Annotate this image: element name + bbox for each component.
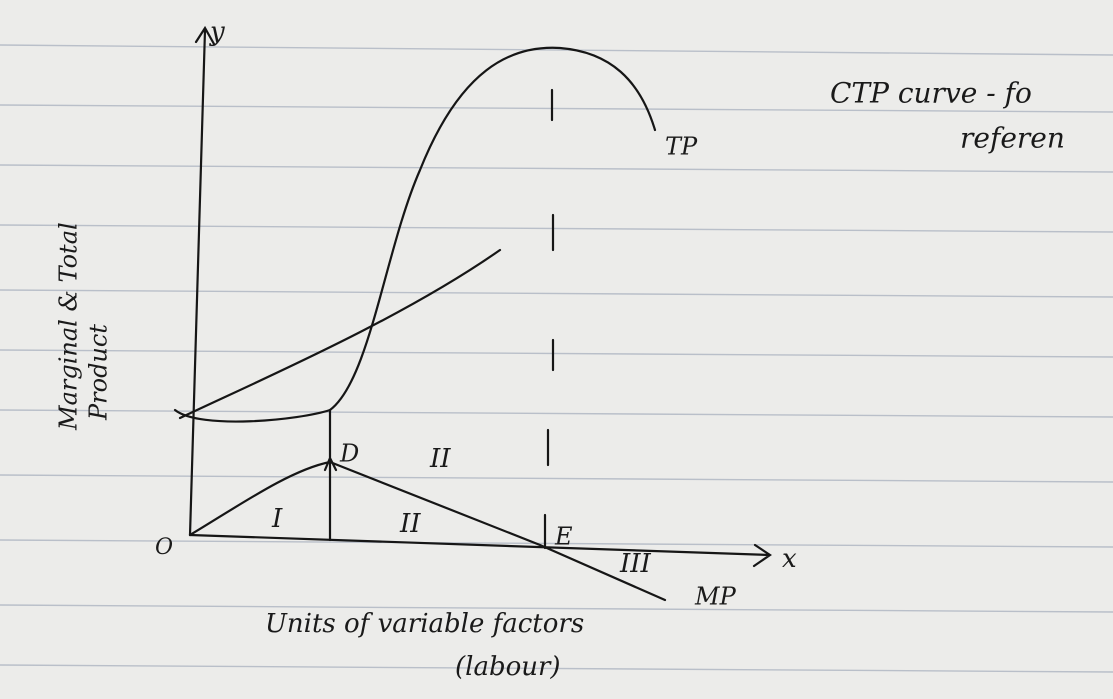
point-label: D [339,440,359,468]
y-axis-label: y [209,17,225,47]
x-title: (labour) [455,652,561,682]
mp-label: MP [694,583,737,611]
y-title: Marginal & Total [55,222,83,431]
y-title: Product [85,324,113,421]
origin-label: O [155,535,173,560]
note: referen [960,122,1065,155]
note: CTP curve - fo [830,77,1032,110]
point-label: E [554,523,573,551]
stage-label: III [619,549,652,579]
x-axis-label: x [782,544,797,574]
stage-label: II [399,509,421,539]
notebook-page: y x O Marginal & Total Product Units of … [0,0,1113,699]
x-title: Units of variable factors [265,609,584,639]
stage-label: I [271,504,283,534]
tp-label: TP [665,133,698,161]
stage-label: II [429,444,451,474]
